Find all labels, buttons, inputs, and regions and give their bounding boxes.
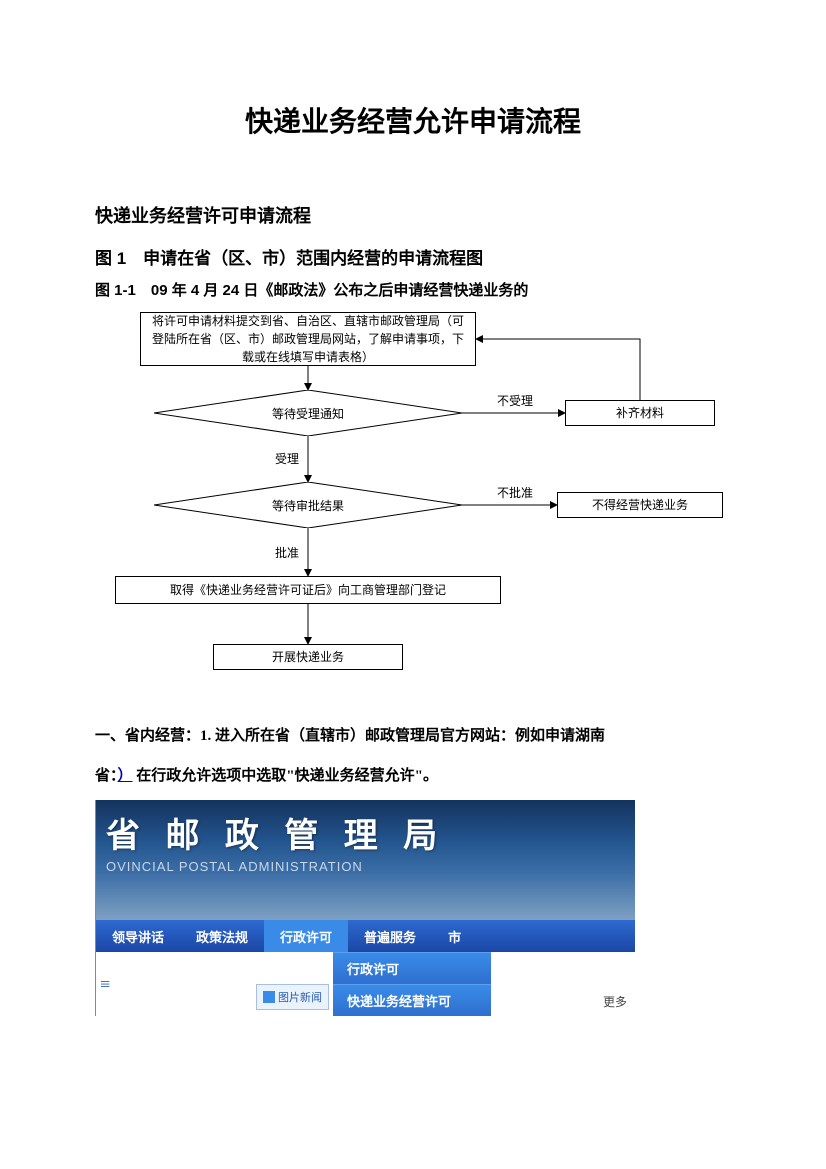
edge-label-approve: 批准 (273, 544, 301, 561)
website-banner-title: 省 邮 政 管 理 局 (106, 808, 625, 857)
website-left-tab[interactable]: 图片新闻 (256, 984, 329, 1010)
flow-diamond-accept-label: 等待受理通知 (272, 405, 344, 422)
website-dropdown: 行政许可 快递业务经营许可 (333, 952, 491, 1016)
edge-label-not-approve: 不批准 (495, 484, 535, 501)
body-text-prefix: 省： (95, 768, 118, 784)
body-paragraph-2: 省：） 在行政允许选项中选取"快递业务经营允许"。 (95, 758, 731, 794)
nav-item-4[interactable]: 市 (432, 920, 477, 952)
figure-subtitle: 图 1-1 09 年 4 月 24 日《邮政法》公布之后申请经营快递业务的 (95, 279, 731, 300)
nav-item-2[interactable]: 行政许可 (264, 920, 348, 952)
flow-box-start: 开展快递业务 (213, 644, 403, 670)
website-sub-right: 更多 (491, 952, 635, 1016)
nav-item-3[interactable]: 普遍服务 (348, 920, 432, 952)
dropdown-item-1[interactable]: 快递业务经营许可 (333, 984, 491, 1016)
nav-item-1[interactable]: 政策法规 (180, 920, 264, 952)
flow-diamond-result: 等待审批结果 (154, 482, 462, 528)
flow-box-supplement: 补齐材料 (565, 400, 715, 426)
flow-diamond-accept: 等待受理通知 (154, 390, 462, 436)
image-icon (263, 991, 275, 1003)
website-banner: 省 邮 政 管 理 局 OVINCIAL POSTAL ADMINISTRATI… (96, 800, 635, 920)
nav-item-0[interactable]: 领导讲话 (96, 920, 180, 952)
flow-box-register: 取得《快递业务经营许可证后》向工商管理部门登记 (115, 576, 501, 604)
website-left-tab-label: 图片新闻 (278, 989, 322, 1005)
edge-label-not-accept: 不受理 (495, 392, 535, 409)
website-screenshot: 省 邮 政 管 理 局 OVINCIAL POSTAL ADMINISTRATI… (95, 800, 635, 1016)
flowchart: 将许可申请材料提交到省、自治区、直辖市邮政管理局（可登陆所在省（区、市）邮政管理… (95, 312, 735, 682)
body-text-suffix: 在行政允许选项中选取"快递业务经营允许"。 (136, 768, 438, 784)
body-paragraph-1: 一、省内经营：1. 进入所在省（直辖市）邮政管理局官方网站：例如申请湖南 (95, 718, 731, 754)
website-nav: 领导讲话 政策法规 行政许可 普遍服务 市 (96, 920, 635, 952)
website-subrow: ≡ 图片新闻 行政许可 快递业务经营许可 更多 (96, 952, 635, 1016)
more-link[interactable]: 更多 (603, 993, 627, 1010)
page-title: 快递业务经营允许申请流程 (95, 100, 731, 140)
edge-label-accept: 受理 (273, 450, 301, 467)
figure-title: 图 1 申请在省（区、市）范围内经营的申请流程图 (95, 244, 731, 269)
flow-box-denied: 不得经营快递业务 (557, 492, 723, 518)
flow-box-submit: 将许可申请材料提交到省、自治区、直辖市邮政管理局（可登陆所在省（区、市）邮政管理… (140, 312, 476, 366)
province-link[interactable]: ） (118, 768, 133, 784)
dropdown-item-0[interactable]: 行政许可 (333, 952, 491, 984)
hamburger-icon[interactable]: ≡ (100, 974, 110, 995)
flow-diamond-result-label: 等待审批结果 (272, 497, 344, 514)
section-title: 快递业务经营许可申请流程 (95, 202, 731, 228)
website-banner-subtitle: OVINCIAL POSTAL ADMINISTRATION (106, 859, 625, 874)
website-sub-left: ≡ 图片新闻 (96, 952, 333, 1016)
